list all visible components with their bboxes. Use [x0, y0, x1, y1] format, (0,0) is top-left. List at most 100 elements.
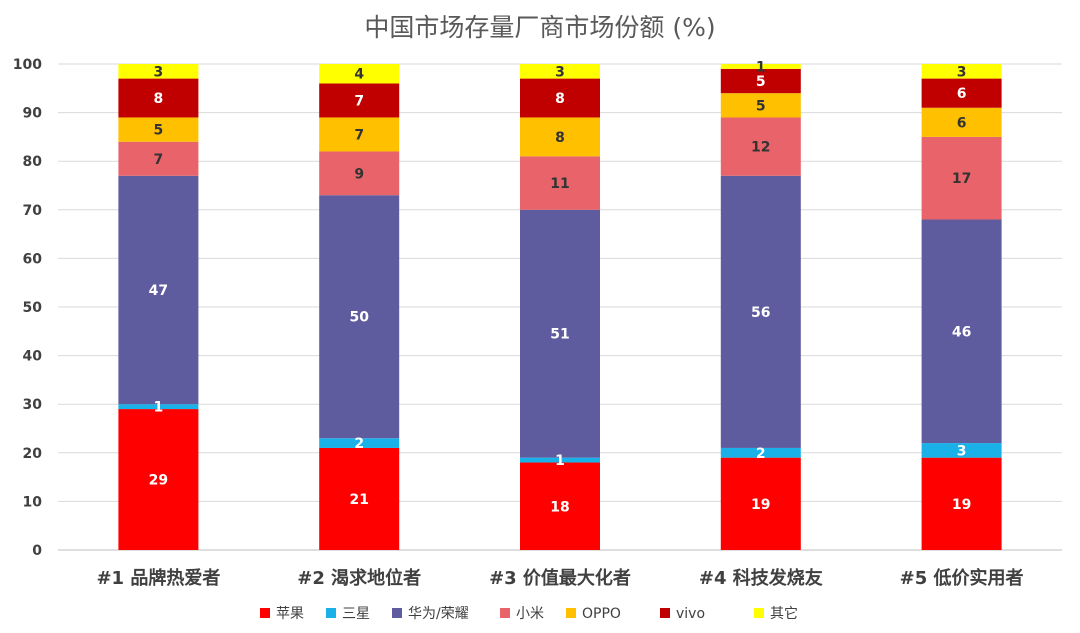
bar-segment [520, 209, 600, 458]
bar-segment [118, 404, 199, 410]
data-label: 5 [154, 123, 164, 139]
bar-segment [520, 156, 600, 210]
y-tick-label: 70 [23, 203, 43, 219]
legend-swatch [500, 608, 510, 618]
y-tick-label: 30 [23, 397, 43, 413]
data-label: 2 [756, 446, 766, 462]
data-label: 17 [952, 171, 971, 187]
legend-swatch [326, 608, 336, 618]
data-label: 21 [349, 492, 368, 508]
bar-segment [118, 117, 199, 142]
bar-segment [319, 64, 400, 84]
data-label: 3 [555, 64, 565, 80]
bar-segment [319, 195, 400, 439]
bar-segment [720, 457, 801, 550]
bar-segment [520, 462, 600, 550]
bar-segment [720, 93, 801, 118]
data-label: 29 [149, 473, 168, 489]
bar-segment [921, 136, 1002, 220]
legend-swatch [566, 608, 576, 618]
data-label: 19 [751, 497, 770, 513]
bar-segment [118, 409, 199, 550]
bar-segment [921, 64, 1002, 79]
data-label: 7 [354, 93, 364, 109]
x-category-label: #5 低价实用者 [900, 567, 1024, 589]
data-label: 11 [550, 176, 569, 192]
data-label: 56 [751, 305, 770, 321]
bar-segment [520, 457, 600, 463]
data-label: 3 [957, 64, 967, 80]
bar-segment [720, 68, 801, 94]
y-tick-label: 90 [23, 106, 43, 122]
data-label: 12 [751, 140, 770, 156]
bar-segment [319, 447, 400, 550]
legend-label: 其它 [770, 605, 798, 622]
chart-title: 中国市场存量厂商市场份额 (%) [364, 13, 716, 42]
data-label: 8 [154, 91, 164, 107]
x-category-label: #2 渴求地位者 [297, 567, 421, 589]
legend-label: 三星 [342, 606, 370, 622]
bar-segment [118, 64, 199, 79]
bar-segment [319, 117, 400, 152]
data-label: 47 [149, 283, 168, 299]
data-label: 7 [354, 127, 364, 143]
bar-segment [520, 117, 600, 157]
bar-segment [319, 151, 400, 196]
x-category-label: #3 价值最大化者 [489, 567, 631, 589]
bar-segment [520, 78, 600, 118]
y-tick-label: 80 [23, 154, 43, 170]
bar-segment [921, 78, 1002, 108]
bar-segment [118, 141, 199, 176]
data-label: 3 [154, 64, 164, 80]
y-tick-label: 100 [13, 57, 42, 73]
legend-swatch [754, 608, 764, 618]
x-category-label: #1 品牌热爱者 [96, 567, 220, 589]
data-label: 19 [952, 497, 971, 513]
bar-segment [520, 64, 600, 79]
data-label: 51 [550, 327, 569, 343]
bar-segment [319, 438, 400, 448]
bar-segment [118, 175, 199, 405]
bar-segment [921, 107, 1002, 137]
data-label: 5 [756, 74, 766, 90]
data-label: 1 [555, 453, 565, 469]
data-label: 4 [354, 67, 364, 83]
data-label: 18 [550, 499, 569, 515]
legend-label: 苹果 [276, 606, 304, 622]
data-label: 46 [952, 324, 971, 340]
data-label: 5 [756, 98, 766, 114]
y-axis-ticks: 0 10 20 30 40 50 60 70 80 90 100 [13, 57, 42, 559]
data-label: 8 [555, 130, 565, 146]
bars [118, 64, 1002, 550]
bar-segment [720, 64, 801, 69]
data-labels: 2914775832125097741815111883192561255119… [149, 59, 972, 515]
y-tick-label: 60 [23, 251, 43, 267]
data-label: 1 [154, 400, 164, 416]
legend-label: 小米 [516, 606, 544, 622]
y-tick-label: 40 [23, 349, 43, 365]
legend-swatch [260, 608, 270, 618]
data-label: 50 [349, 310, 369, 326]
x-axis-category-labels: #1 品牌热爱者 #2 渴求地位者 #3 价值最大化者 #4 科技发烧友 #5 低价实用… [96, 567, 1023, 589]
data-label: 1 [756, 59, 766, 75]
data-label: 6 [957, 86, 967, 102]
data-label: 8 [555, 91, 565, 107]
bar-segment [921, 457, 1002, 550]
y-tick-label: 20 [23, 446, 43, 462]
legend-label: OPPO [582, 606, 621, 622]
data-label: 2 [354, 436, 364, 452]
y-tick-label: 10 [23, 494, 43, 510]
legend-label: 华为/荣耀 [408, 606, 469, 622]
y-tick-label: 0 [32, 543, 42, 559]
y-tick-label: 50 [23, 300, 43, 316]
bar-segment [720, 447, 801, 458]
bar-segment [118, 78, 199, 118]
bar-segment [319, 83, 400, 118]
data-label: 3 [957, 443, 967, 459]
legend-label: vivo [676, 606, 705, 622]
bar-segment [720, 175, 801, 448]
bar-segment [921, 219, 1002, 444]
data-label: 6 [957, 115, 967, 131]
legend-swatch [660, 608, 670, 618]
